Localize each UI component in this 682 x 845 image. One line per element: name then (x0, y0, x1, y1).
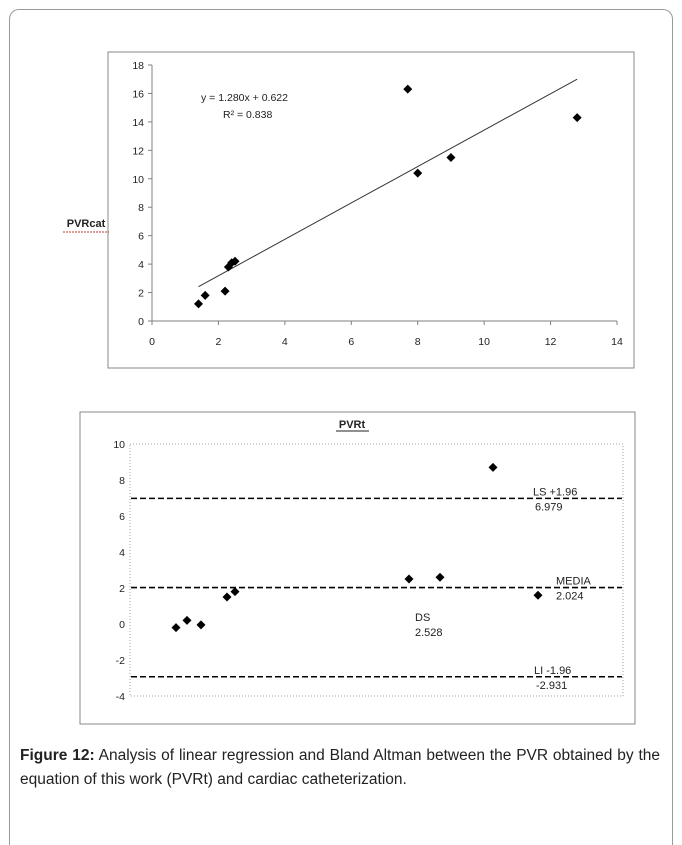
bland-altman-title: PVRt (339, 419, 366, 431)
regression-x-tick-label: 14 (611, 336, 623, 348)
reference-line-value: -2.931 (536, 680, 567, 692)
regression-x-tick-label: 0 (149, 336, 155, 348)
regression-y-tick-label: 2 (138, 288, 144, 300)
regression-x-tick-label: 12 (545, 336, 557, 348)
regression-trendline (198, 78, 578, 288)
reference-line-label: MEDIA (556, 576, 592, 588)
figure-caption: Figure 12: Analysis of linear regression… (20, 744, 660, 792)
figure-frame (9, 9, 673, 845)
bland-altman-chart-area (79, 411, 636, 725)
bland-altman-data-point (533, 590, 543, 600)
reference-line-label: LI -1.96 (534, 665, 571, 677)
regression-chart-area (107, 51, 635, 369)
bland-altman-y-tick-label: 10 (113, 439, 125, 451)
regression-data-point (194, 299, 203, 309)
reference-line-label: LS +1.96 (533, 486, 577, 498)
regression-y-tick-label: 6 (138, 231, 144, 243)
regression-data-point (200, 290, 210, 300)
bland-altman-y-tick-label: 0 (119, 619, 125, 631)
regression-y-tick-label: 4 (138, 259, 144, 271)
bland-altman-data-point (488, 462, 498, 472)
bland-altman-data-point (222, 592, 232, 602)
regression-y-label: PVRcat (67, 218, 106, 230)
regression-data-point (413, 168, 423, 178)
regression-equation: y = 1.280x + 0.622 (201, 92, 288, 104)
bland-altman-y-tick-label: 6 (119, 511, 125, 523)
bland-altman-y-tick-label: 8 (119, 475, 125, 487)
bland-altman-y-tick-label: 2 (119, 583, 125, 595)
regression-data-point (572, 113, 582, 123)
regression-x-tick-label: 4 (282, 336, 288, 348)
regression-x-tick-label: 8 (415, 336, 421, 348)
sd-label: DS (415, 612, 430, 624)
caption-text: Analysis of linear regression and Bland … (20, 747, 660, 788)
bland-altman-y-tick-label: 4 (119, 547, 125, 559)
bland-altman-data-point (435, 572, 445, 582)
reference-line-value: 2.024 (556, 591, 584, 603)
regression-y-tick-label: 10 (132, 174, 144, 186)
bland-altman-data-point (230, 587, 240, 597)
bland-altman-plot-area (129, 443, 624, 697)
regression-y-tick-label: 8 (138, 202, 144, 214)
bland-altman-data-point (404, 574, 414, 584)
regression-r-squared: R² = 0.838 (223, 109, 272, 121)
bland-altman-y-tick-label: -2 (116, 655, 125, 667)
regression-y-tick-label: 18 (132, 60, 144, 72)
regression-x-tick-label: 2 (216, 336, 222, 348)
bland-altman-data-point (182, 615, 192, 625)
bland-altman-data-point (171, 623, 181, 633)
caption-label: Figure 12: (20, 747, 95, 764)
regression-x-tick-label: 6 (348, 336, 354, 348)
regression-x-tick-label: 10 (478, 336, 490, 348)
sd-value: 2.528 (415, 627, 443, 639)
reference-line-value: 6.979 (535, 501, 563, 513)
bland-altman-y-tick-label: -4 (116, 691, 125, 703)
regression-y-tick-label: 16 (132, 88, 144, 100)
regression-y-tick-label: 14 (132, 117, 144, 129)
regression-data-point (220, 286, 230, 296)
regression-y-tick-label: 12 (132, 145, 144, 157)
regression-data-point (230, 256, 240, 266)
bland-altman-data-point (196, 620, 206, 630)
regression-data-point (446, 152, 456, 162)
regression-y-tick-label: 0 (138, 316, 144, 328)
regression-data-point (403, 84, 413, 94)
